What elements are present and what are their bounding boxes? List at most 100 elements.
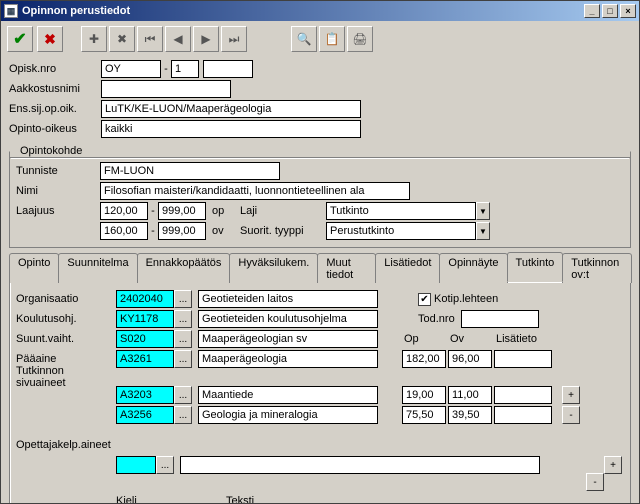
- search-button[interactable]: 🔍: [291, 26, 317, 52]
- cancel-button[interactable]: ✖: [37, 26, 63, 52]
- aakkos-label: Aakkostusnimi: [9, 83, 101, 95]
- opet-code[interactable]: [116, 456, 156, 474]
- tab-opinto[interactable]: Opinto: [9, 253, 59, 283]
- opet-lookup[interactable]: ...: [156, 456, 174, 474]
- sivu1-op[interactable]: [402, 386, 446, 404]
- l1a-input[interactable]: [100, 202, 148, 220]
- nav-first[interactable]: ⏮: [137, 26, 163, 52]
- titlebar: ▦ Opinnon perustiedot _ □ ×: [1, 1, 639, 21]
- paa-text[interactable]: [198, 350, 378, 368]
- koul-text[interactable]: [198, 310, 378, 328]
- laji-dropdown[interactable]: ▼: [476, 202, 490, 220]
- opoik-input[interactable]: [101, 120, 361, 138]
- ov-header: Ov: [450, 333, 496, 345]
- suunt-label: Suunt.vaiht.: [16, 333, 116, 345]
- tab-tutkinnon-ov-t[interactable]: Tutkinnon ov:t: [562, 253, 632, 283]
- kot-wrap: ✔ Kotip.lehteen: [418, 293, 498, 306]
- l2u: ov: [206, 225, 240, 237]
- tab-lis-tiedot[interactable]: Lisätiedot: [375, 253, 440, 283]
- ens-input[interactable]: [101, 100, 361, 118]
- sivu-remove[interactable]: -: [562, 406, 580, 424]
- tab-opinn-yte[interactable]: Opinnäyte: [439, 253, 507, 283]
- nav-btn-1[interactable]: ✚: [81, 26, 107, 52]
- koul-code[interactable]: [116, 310, 174, 328]
- suunt-code[interactable]: [116, 330, 174, 348]
- lisa-header: Lisätieto: [496, 333, 537, 345]
- opoik-label: Opinto-oikeus: [9, 123, 101, 135]
- kot-label: Kotip.lehteen: [434, 293, 498, 305]
- tab-hyv-ksilukem-[interactable]: Hyväksilukem.: [229, 253, 318, 283]
- l2a-input[interactable]: [100, 222, 148, 240]
- opet-remove[interactable]: -: [586, 473, 604, 491]
- maximize-button[interactable]: □: [602, 4, 618, 18]
- sivu-label: Tutkinnon sivuaineet: [16, 365, 116, 389]
- sivu2-code[interactable]: [116, 406, 174, 424]
- nav-next[interactable]: ▶: [193, 26, 219, 52]
- laajuus-label: Laajuus: [16, 205, 100, 217]
- content-area: Opisk.nro - Aakkostusnimi Ens.sij.op.oik…: [1, 57, 639, 503]
- koul-lookup[interactable]: ...: [174, 310, 192, 328]
- opisk-num-input[interactable]: [171, 60, 199, 78]
- sivu2-op[interactable]: [402, 406, 446, 424]
- sivu2-lisa[interactable]: [494, 406, 552, 424]
- opet-label: Opettajakelp.aineet: [16, 439, 116, 451]
- paa-code[interactable]: [116, 350, 174, 368]
- nav-prev[interactable]: ◀: [165, 26, 191, 52]
- l2b-input[interactable]: [158, 222, 206, 240]
- opintokohde-legend: Opintokohde: [16, 145, 86, 157]
- org-lookup[interactable]: ...: [174, 290, 192, 308]
- opintokohde-group: Opintokohde Tunniste Nimi Laajuus - op L…: [9, 145, 631, 248]
- nimi-label: Nimi: [16, 185, 100, 197]
- org-text[interactable]: [198, 290, 378, 308]
- tab-strip: OpintoSuunnitelmaEnnakkopäätösHyväksiluk…: [9, 252, 631, 282]
- paa-lookup[interactable]: ...: [174, 350, 192, 368]
- suor-dropdown[interactable]: ▼: [476, 222, 490, 240]
- paa-ov[interactable]: [448, 350, 492, 368]
- nimi-input[interactable]: [100, 182, 410, 200]
- opisk-extra-input[interactable]: [203, 60, 253, 78]
- kot-checkbox[interactable]: ✔: [418, 293, 431, 306]
- op-header: Op: [404, 333, 450, 345]
- minimize-button[interactable]: _: [584, 4, 600, 18]
- suunt-lookup[interactable]: ...: [174, 330, 192, 348]
- suor-input[interactable]: [326, 222, 476, 240]
- opet-text[interactable]: [180, 456, 540, 474]
- close-button[interactable]: ×: [620, 4, 636, 18]
- sivu1-lisa[interactable]: [494, 386, 552, 404]
- suunt-text[interactable]: [198, 330, 378, 348]
- tod-input[interactable]: [461, 310, 539, 328]
- opet-add[interactable]: +: [604, 456, 622, 474]
- tutkinto-panel: Organisaatio ... ✔ Kotip.lehteen Koulutu…: [9, 282, 631, 503]
- laji-input[interactable]: [326, 202, 476, 220]
- paa-lisa[interactable]: [494, 350, 552, 368]
- tab-muut-tiedot[interactable]: Muut tiedot: [317, 253, 376, 283]
- sivu1-lookup[interactable]: ...: [174, 386, 192, 404]
- sivu1-ov[interactable]: [448, 386, 492, 404]
- koul-label: Koulutusohj.: [16, 313, 116, 325]
- tab-suunnitelma[interactable]: Suunnitelma: [58, 253, 137, 283]
- tab-ennakkop-t-s[interactable]: Ennakkopäätös: [137, 253, 231, 283]
- nav-btn-2[interactable]: ✖: [109, 26, 135, 52]
- sivu1-code[interactable]: [116, 386, 174, 404]
- nav-last[interactable]: ⏭: [221, 26, 247, 52]
- sivu-add[interactable]: +: [562, 386, 580, 404]
- ok-button[interactable]: ✔: [7, 26, 33, 52]
- opisk-prefix-input[interactable]: [101, 60, 161, 78]
- tab-tutkinto[interactable]: Tutkinto: [507, 252, 564, 282]
- sivu1-text[interactable]: [198, 386, 378, 404]
- l1b-input[interactable]: [158, 202, 206, 220]
- kieli-header: Kieli: [116, 495, 226, 503]
- aakkos-input[interactable]: [101, 80, 231, 98]
- ens-label: Ens.sij.op.oik.: [9, 103, 101, 115]
- paa-label: Pääaine: [16, 353, 116, 365]
- suor-label: Suorit. tyyppi: [240, 225, 326, 237]
- copy-button[interactable]: 📋: [319, 26, 345, 52]
- sivu2-ov[interactable]: [448, 406, 492, 424]
- print-button[interactable]: 🖨: [347, 26, 373, 52]
- tod-label: Tod.nro: [418, 313, 455, 325]
- org-code[interactable]: [116, 290, 174, 308]
- tunniste-input[interactable]: [100, 162, 280, 180]
- sivu2-text[interactable]: [198, 406, 378, 424]
- paa-op[interactable]: [402, 350, 446, 368]
- sivu2-lookup[interactable]: ...: [174, 406, 192, 424]
